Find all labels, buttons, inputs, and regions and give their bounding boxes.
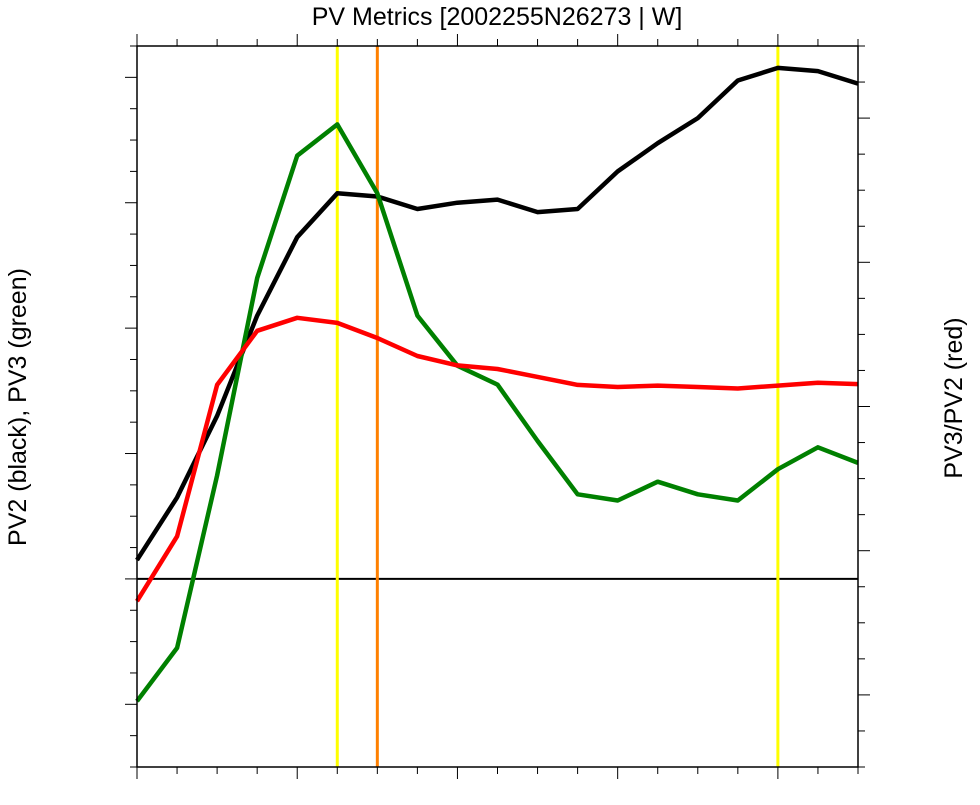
right-axis-label: PV3/PV2 (red) [940,317,968,478]
chart-title: PV Metrics [2002255N26273 | W] [312,3,683,31]
series-line-2 [135,315,859,603]
series-line-0 [135,65,859,562]
left-axis-label: PV2 (black), PV3 (green) [4,268,32,546]
chart-marks [125,34,870,779]
series-line-1 [135,122,859,703]
plot-frame [136,45,859,768]
